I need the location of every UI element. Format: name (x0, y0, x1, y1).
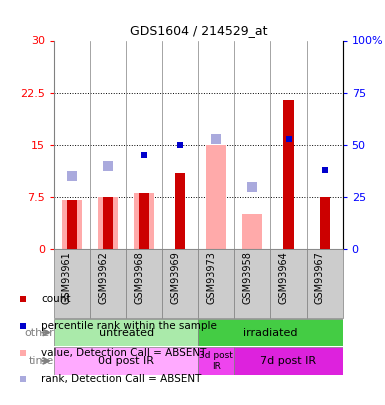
Bar (234, 347, 343, 375)
Bar (126, 249, 162, 318)
Text: untreated: untreated (99, 328, 154, 337)
Text: 0d post IR: 0d post IR (98, 356, 154, 366)
Bar (162, 249, 198, 318)
Bar (67, 200, 77, 249)
Text: rank, Detection Call = ABSENT: rank, Detection Call = ABSENT (42, 375, 202, 384)
Bar (198, 347, 234, 375)
Text: value, Detection Call = ABSENT: value, Detection Call = ABSENT (42, 348, 207, 358)
Bar (320, 197, 330, 249)
Text: count: count (42, 294, 71, 304)
Bar (206, 145, 226, 249)
Bar (175, 173, 185, 249)
Bar (283, 100, 293, 249)
Bar (139, 194, 149, 249)
Text: GSM93968: GSM93968 (134, 251, 144, 304)
Text: GSM93973: GSM93973 (206, 251, 216, 304)
Text: 3d post
IR: 3d post IR (199, 351, 233, 371)
Text: percentile rank within the sample: percentile rank within the sample (42, 321, 217, 331)
Bar (198, 249, 234, 318)
Text: GSM93967: GSM93967 (315, 251, 325, 304)
Bar (198, 319, 343, 346)
Bar (62, 200, 82, 249)
Text: GSM93958: GSM93958 (243, 251, 253, 304)
Bar (270, 249, 306, 318)
Text: 7d post IR: 7d post IR (260, 356, 316, 366)
Text: irradiated: irradiated (243, 328, 298, 337)
Bar (134, 194, 154, 249)
Title: GDS1604 / 214529_at: GDS1604 / 214529_at (129, 23, 267, 36)
Text: GSM93964: GSM93964 (278, 251, 288, 304)
Bar (54, 347, 198, 375)
Text: other: other (24, 328, 54, 337)
Bar (234, 249, 270, 318)
Bar (98, 197, 118, 249)
Text: GSM93969: GSM93969 (170, 251, 180, 304)
Text: time: time (28, 356, 54, 366)
Text: GSM93961: GSM93961 (62, 251, 72, 304)
Bar (54, 249, 90, 318)
Bar (243, 214, 262, 249)
Bar (54, 319, 198, 346)
Bar (90, 249, 126, 318)
Bar (306, 249, 343, 318)
Text: GSM93962: GSM93962 (98, 251, 108, 304)
Bar (103, 197, 113, 249)
